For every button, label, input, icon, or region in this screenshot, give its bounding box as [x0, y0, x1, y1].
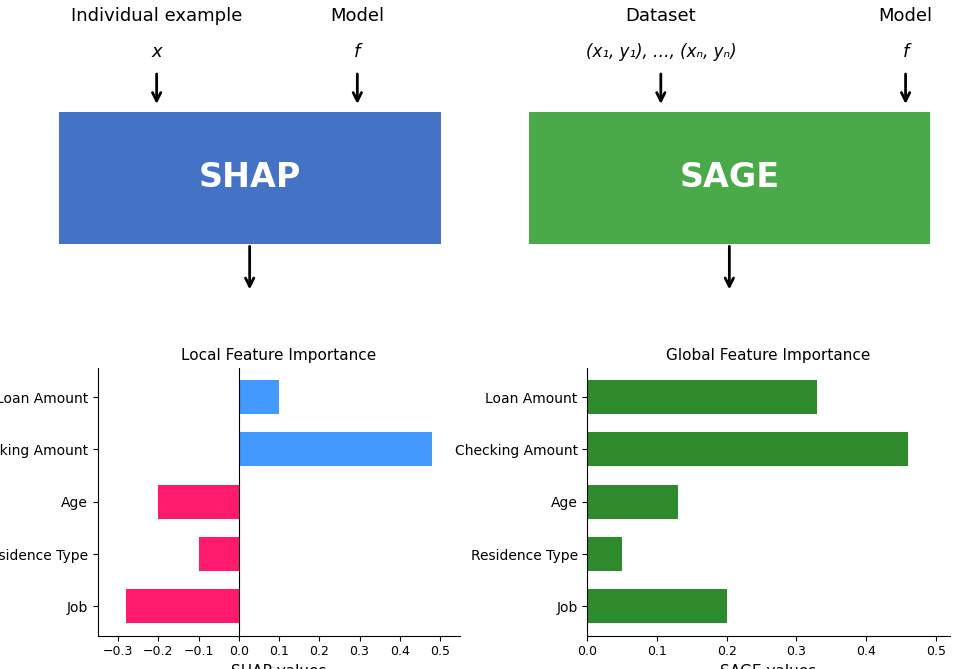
Text: Model: Model	[330, 7, 384, 25]
Text: (x₁, y₁), …, (xₙ, yₙ): (x₁, y₁), …, (xₙ, yₙ)	[585, 43, 735, 62]
Title: Global Feature Importance: Global Feature Importance	[666, 348, 869, 363]
Text: f: f	[354, 43, 360, 62]
Bar	[587, 589, 726, 624]
Text: SAGE: SAGE	[679, 161, 778, 195]
Bar	[158, 485, 239, 518]
Title: Local Feature Importance: Local Feature Importance	[181, 348, 377, 363]
Text: Dataset: Dataset	[625, 7, 695, 25]
Bar	[587, 537, 622, 571]
Text: x: x	[152, 43, 161, 62]
Text: Individual example: Individual example	[70, 7, 243, 25]
Bar	[587, 380, 817, 414]
Text: Model: Model	[877, 7, 932, 25]
Bar	[239, 380, 279, 414]
FancyBboxPatch shape	[59, 112, 440, 244]
Text: f: f	[902, 43, 908, 62]
FancyBboxPatch shape	[528, 112, 929, 244]
X-axis label: SHAP values: SHAP values	[231, 664, 327, 669]
Bar	[199, 537, 239, 571]
X-axis label: SAGE values: SAGE values	[720, 664, 816, 669]
Bar	[126, 589, 239, 624]
Bar	[587, 485, 677, 518]
Bar	[587, 432, 907, 466]
Bar	[239, 432, 431, 466]
Text: SHAP: SHAP	[199, 161, 300, 195]
